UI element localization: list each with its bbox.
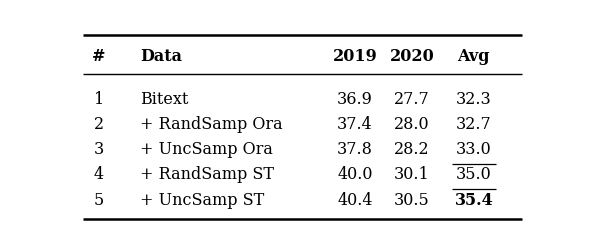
Text: 2: 2 [94, 116, 104, 133]
Text: 36.9: 36.9 [337, 91, 373, 108]
Text: + UncSamp Ora: + UncSamp Ora [140, 141, 273, 158]
Text: + RandSamp ST: + RandSamp ST [140, 166, 274, 183]
Text: 5: 5 [94, 192, 104, 208]
Text: 30.1: 30.1 [394, 166, 430, 183]
Text: 40.4: 40.4 [337, 192, 373, 208]
Text: #: # [92, 48, 106, 65]
Text: Data: Data [140, 48, 182, 65]
Text: 35.4: 35.4 [454, 192, 493, 208]
Text: Avg: Avg [458, 48, 490, 65]
Text: 40.0: 40.0 [337, 166, 373, 183]
Text: 27.7: 27.7 [394, 91, 430, 108]
Text: 37.4: 37.4 [337, 116, 373, 133]
Text: + RandSamp Ora: + RandSamp Ora [140, 116, 283, 133]
Text: 32.7: 32.7 [456, 116, 491, 133]
Text: 2019: 2019 [333, 48, 378, 65]
Text: 3: 3 [94, 141, 104, 158]
Text: Bitext: Bitext [140, 91, 188, 108]
Text: 37.8: 37.8 [337, 141, 373, 158]
Text: 1: 1 [94, 91, 104, 108]
Text: + UncSamp ST: + UncSamp ST [140, 192, 264, 208]
Text: 28.0: 28.0 [394, 116, 430, 133]
Text: 4: 4 [94, 166, 104, 183]
Text: 35.0: 35.0 [456, 166, 491, 183]
Text: 28.2: 28.2 [394, 141, 430, 158]
Text: 30.5: 30.5 [394, 192, 430, 208]
Text: 32.3: 32.3 [456, 91, 491, 108]
Text: 2020: 2020 [390, 48, 434, 65]
Text: 33.0: 33.0 [456, 141, 491, 158]
